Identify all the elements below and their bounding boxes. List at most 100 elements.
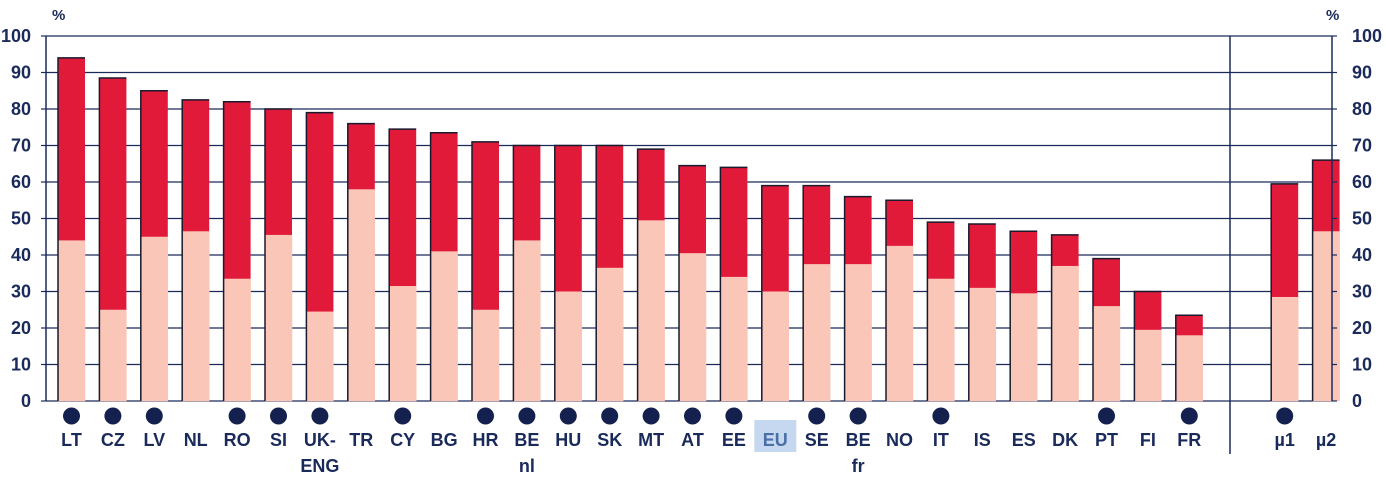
y-tick-label-right: 60	[1352, 172, 1372, 192]
bar-outline	[388, 128, 417, 401]
category-label: ENG	[300, 456, 339, 476]
bar-outline	[1009, 230, 1038, 401]
category-label: IT	[933, 430, 949, 450]
eu-highlight-box	[754, 420, 797, 452]
y-tick-label-left: 10	[11, 355, 31, 375]
bar-outline	[843, 195, 872, 401]
category-label: FI	[1140, 430, 1156, 450]
bar-segment-lower	[885, 245, 914, 402]
category-label: HU	[555, 430, 581, 450]
category-marker-dot	[1098, 407, 1115, 425]
bar-segment-upper	[347, 123, 375, 190]
bar-outline	[926, 221, 955, 401]
category-label: CZ	[101, 430, 125, 450]
bar-outline	[761, 184, 789, 401]
category-marker-dot	[601, 407, 619, 425]
bar-outline	[554, 144, 582, 401]
bar-segment-lower	[264, 234, 293, 402]
category-marker-dot	[559, 407, 577, 425]
category-marker-dot	[725, 407, 743, 425]
bar-outline	[264, 108, 292, 401]
category-label: µ1	[1275, 430, 1295, 450]
category-label: µ2	[1316, 430, 1336, 450]
category-label: BG	[431, 430, 458, 450]
bar-segment-upper	[265, 109, 292, 235]
bar-segment-lower	[637, 220, 665, 402]
bar-segment-lower	[554, 291, 583, 402]
bar-segment-upper	[679, 165, 706, 254]
category-marker-dot	[642, 407, 660, 425]
bar-segment-lower	[347, 189, 376, 402]
bar-segment-lower	[306, 311, 334, 402]
bar-segment-upper	[554, 145, 582, 292]
category-marker-dot	[228, 407, 246, 425]
bar-segment-upper	[389, 129, 417, 287]
bar-segment-lower	[513, 240, 541, 402]
category-marker-dot	[1276, 407, 1294, 425]
bar-segment-lower	[1312, 231, 1340, 402]
category-label: BE	[514, 430, 539, 450]
bar-segment-upper	[596, 145, 624, 268]
category-marker-dot	[270, 407, 287, 425]
bar-segment-lower	[1134, 329, 1162, 402]
bar-segment-lower	[430, 251, 458, 402]
category-label: AT	[681, 430, 704, 450]
category-label: RO	[224, 430, 251, 450]
bar-segment-lower	[57, 240, 86, 402]
category-label: LV	[143, 430, 165, 450]
category-label: EU	[763, 430, 788, 450]
y-tick-label-left: 80	[11, 99, 31, 119]
category-marker-dot	[932, 407, 950, 425]
bar-outline	[802, 184, 831, 401]
y-tick-label-left: 40	[11, 245, 31, 265]
bar-segment-upper	[58, 57, 85, 241]
bar-segment-upper	[306, 112, 334, 312]
bar-segment-upper	[1134, 291, 1162, 330]
y-tick-label-right: 80	[1352, 99, 1372, 119]
bar-segment-upper	[513, 145, 541, 241]
bar-segment-upper	[1093, 258, 1120, 307]
bar-segment-upper	[1051, 234, 1079, 266]
bar-segment-upper	[844, 196, 872, 265]
bar-segment-lower	[1051, 265, 1079, 402]
bar-outline	[305, 111, 334, 401]
y-tick-label-left: 90	[11, 63, 31, 83]
category-label: SI	[270, 430, 287, 450]
y-tick-label-left: 70	[11, 136, 31, 156]
category-label: MT	[638, 430, 664, 450]
bar-segment-upper	[472, 141, 499, 310]
category-label: SE	[805, 430, 829, 450]
bar-segment-lower	[720, 276, 748, 402]
y-axis-unit-left: %	[52, 7, 65, 24]
bar-outline	[719, 166, 748, 401]
y-tick-label-right: 70	[1352, 136, 1372, 156]
bar-segment-lower	[678, 252, 707, 402]
bar-outline	[471, 141, 499, 401]
category-label: HR	[473, 430, 499, 450]
category-label: BE	[846, 430, 871, 450]
bar-segment-lower	[181, 231, 210, 402]
bar-segment-upper	[886, 200, 913, 246]
y-tick-label-right: 10	[1352, 355, 1372, 375]
y-tick-label-right: 100	[1352, 26, 1382, 46]
category-label: LT	[61, 430, 82, 450]
bar-outline	[595, 144, 624, 401]
bar-segment-lower	[844, 263, 872, 402]
y-tick-label-left: 20	[11, 318, 31, 338]
category-marker-dot	[145, 407, 163, 425]
bar-outline	[98, 77, 127, 401]
category-marker-dot	[477, 407, 494, 425]
bar-outline	[512, 144, 541, 401]
bar-segment-lower	[471, 309, 500, 402]
bar-segment-upper	[720, 167, 748, 277]
bar-segment-lower	[1092, 305, 1121, 402]
category-label: NO	[886, 430, 913, 450]
bar-segment-lower	[761, 291, 790, 402]
bar-outline	[885, 199, 913, 401]
y-tick-label-right: 90	[1352, 63, 1372, 83]
bar-segment-upper	[803, 185, 831, 265]
category-label: IS	[974, 430, 991, 450]
category-marker-dot	[684, 407, 701, 425]
